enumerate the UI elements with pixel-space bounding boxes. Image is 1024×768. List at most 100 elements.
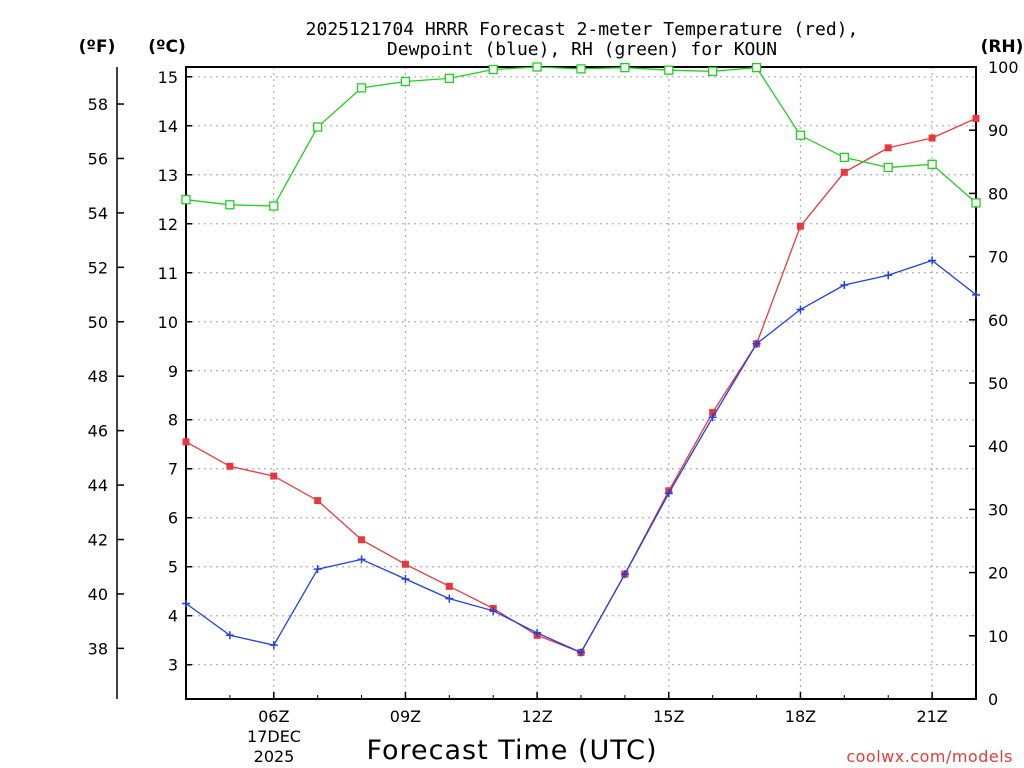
dewpoint-point [664,489,673,498]
rh-point [620,62,630,73]
fahrenheit-tick-label: 46 [88,422,108,441]
fahrenheit-tick-label: 52 [88,258,108,277]
temperature-point [884,144,892,152]
celsius-tick-label: 13 [158,166,178,185]
temperature-point [840,168,848,176]
dewpoint-point [620,570,629,579]
dewpoint-point [884,271,893,280]
dewpoint-point [313,565,322,574]
rh-point [488,64,498,75]
x-tick-label: 18Z [785,707,816,726]
rh-point [971,198,981,208]
x-tick-label: 12Z [521,707,552,726]
fahrenheit-tick-label: 54 [88,204,108,223]
date-label-year: 2025 [254,747,295,766]
rh-tick-label: 100 [988,58,1019,77]
x-tick-label: 21Z [916,707,947,726]
dewpoint-point [269,641,278,650]
dewpoint-point [708,413,717,422]
fahrenheit-tick-label: 42 [88,531,108,550]
rh-tick-label: 90 [988,121,1008,140]
dewpoint-point [533,628,542,637]
celsius-tick-label: 9 [168,362,178,381]
dewpoint-point [796,305,805,314]
celsius-tick-label: 10 [158,313,178,332]
temperature-point [928,134,936,142]
rh-tick-label: 0 [988,690,998,709]
credit-link[interactable]: coolwx.com/models [846,747,1013,766]
fahrenheit-tick-label: 44 [88,476,108,495]
rh-point [664,65,674,75]
rh-axis-label: (RH) [981,37,1024,57]
dewpoint-point [182,599,190,608]
rh-tick-label: 50 [988,374,1008,393]
fahrenheit-tick-label: 56 [88,149,108,168]
x-tick-label: 15Z [653,707,684,726]
rh-point [181,195,191,205]
rh-tick-label: 40 [988,437,1008,456]
dewpoint-point [401,574,410,583]
celsius-tick-label: 4 [168,607,178,626]
temperature-point [182,438,190,446]
dewpoint-point [840,281,849,290]
rh-point [444,73,454,84]
chart-title-line-2: Dewpoint (blue), RH (green) for KOUN [387,39,777,60]
rh-point [927,159,937,169]
celsius-tick-label: 15 [158,68,178,87]
rh-tick-label: 60 [988,311,1008,330]
temperature-point [314,497,322,505]
rh-point [356,83,367,93]
rh-point [313,122,323,132]
fahrenheit-tick-label: 40 [88,585,108,604]
temperature-point [401,560,409,568]
fahrenheit-tick-label: 50 [88,313,108,332]
temperature-point [270,472,278,480]
fahrenheit-tick-label: 38 [88,639,108,658]
x-tick-label: 09Z [390,707,421,726]
celsius-tick-label: 12 [158,215,178,234]
dewpoint-point [577,648,585,657]
x-tick-label: 06Z [258,707,289,726]
rh-tick-label: 70 [988,248,1008,267]
rh-tick-label: 20 [988,564,1008,583]
dewpoint-point [972,290,980,299]
rh-point [225,200,235,210]
rh-point [883,162,893,173]
celsius-tick-label: 8 [168,411,178,430]
dewpoint-point [489,606,498,615]
temperature-point [972,114,980,122]
date-label-day: 17DEC [247,727,301,746]
rh-point [576,64,586,74]
rh-tick-label: 10 [988,627,1008,646]
temperature-point [709,408,717,416]
rh-point [795,130,806,140]
dewpoint-point [225,631,234,640]
fahrenheit-tick-label: 58 [88,95,108,114]
dewpoint-point [928,256,937,265]
dewpoint-point [357,555,366,564]
celsius-axis-label: (ºC) [148,37,186,57]
rh-point [400,76,411,87]
rh-tick-label: 30 [988,500,1008,519]
celsius-tick-label: 14 [158,117,178,136]
rh-point [532,62,542,72]
rh-tick-label: 80 [988,184,1008,203]
celsius-tick-label: 11 [158,264,178,283]
celsius-tick-label: 7 [168,460,178,479]
fahrenheit-tick-label: 48 [88,367,108,386]
celsius-tick-label: 5 [168,558,178,577]
rh-point [708,66,718,77]
temperature-point [796,222,804,230]
celsius-tick-label: 3 [168,656,178,675]
temperature-point [226,462,234,470]
temperature-point [358,536,366,544]
rh-point [269,201,279,211]
rh-point [839,152,849,163]
temperature-point [445,582,453,590]
data-series [181,62,981,657]
celsius-tick-label: 6 [168,509,178,528]
dewpoint-point [752,339,761,348]
